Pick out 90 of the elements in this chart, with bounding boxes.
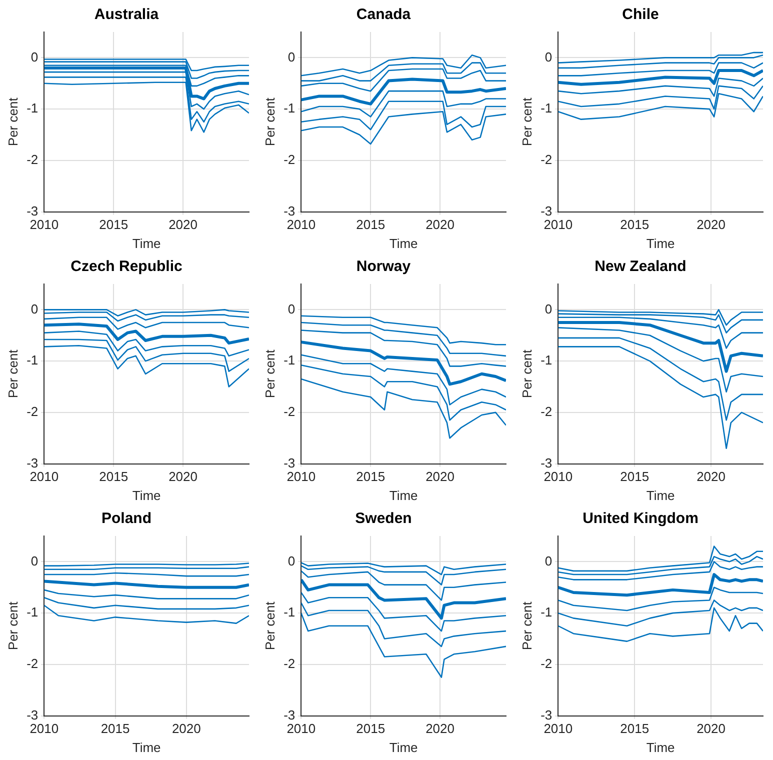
x-tick-label: 2010	[30, 217, 59, 232]
y-tick-label: 0	[30, 49, 38, 64]
y-tick-label: -1	[540, 352, 552, 368]
x-tick-label: 2010	[544, 469, 573, 484]
y-tick-label: 0	[288, 49, 296, 64]
x-tick-label: 2020	[426, 469, 454, 484]
chart-title: New Zealand	[594, 258, 686, 276]
y-tick-label: -2	[26, 404, 38, 420]
x-tick-label: 2015	[99, 469, 128, 484]
chart-title: Sweden	[355, 510, 412, 528]
y-axis-title: Per cent	[519, 349, 534, 398]
y-tick-label: 0	[30, 553, 38, 568]
y-tick-label: -1	[540, 100, 552, 116]
y-tick-label: -1	[26, 604, 38, 620]
y-tick-label: -3	[26, 455, 38, 470]
x-tick-label: 2020	[426, 721, 454, 736]
y-axis-title: Per cent	[262, 601, 278, 650]
y-tick-label: 0	[544, 49, 552, 64]
y-tick-label: -2	[284, 152, 296, 168]
chart-title: Czech Republic	[70, 258, 182, 276]
chart-title: Norway	[356, 258, 412, 276]
y-tick-label: -2	[540, 404, 552, 420]
x-tick-label: 2015	[620, 469, 650, 484]
y-axis-title: Per cent	[5, 601, 20, 650]
x-tick-label: 2010	[286, 217, 316, 232]
y-axis-title: Per cent	[262, 97, 278, 146]
x-tick-label: 2010	[544, 721, 573, 736]
x-axis-title: Time	[132, 740, 161, 755]
x-tick-label: 2010	[286, 469, 316, 484]
x-tick-label: 2020	[168, 469, 198, 484]
x-axis-title: Time	[132, 488, 161, 503]
y-tick-label: -3	[540, 707, 552, 722]
x-axis-title: Time	[646, 236, 675, 251]
chart-title: Canada	[356, 6, 412, 24]
y-tick-label: -2	[26, 152, 38, 168]
x-axis-title: Time	[389, 236, 418, 251]
x-tick-label: 2010	[286, 721, 316, 736]
x-tick-label: 2015	[356, 469, 386, 484]
y-tick-label: -1	[26, 352, 38, 368]
y-tick-label: -1	[284, 604, 296, 620]
x-tick-label: 2015	[620, 217, 650, 232]
y-tick-label: -2	[284, 656, 296, 672]
x-tick-label: 2010	[544, 217, 573, 232]
chart-title: Chile	[622, 6, 659, 24]
x-tick-label: 2015	[620, 721, 650, 736]
y-tick-label: -3	[284, 203, 296, 218]
y-tick-label: -3	[284, 707, 296, 722]
y-axis-title: Per cent	[262, 349, 278, 398]
y-tick-label: -1	[284, 100, 296, 116]
x-tick-label: 2020	[168, 217, 198, 232]
y-tick-label: -3	[540, 203, 552, 218]
x-tick-label: 2015	[100, 721, 130, 736]
y-tick-label: 0	[544, 301, 552, 316]
x-tick-label: 2015	[99, 217, 128, 232]
y-tick-label: -3	[540, 455, 552, 470]
y-tick-label: -3	[26, 203, 38, 218]
chart-title: Poland	[101, 510, 152, 528]
y-tick-label: -1	[26, 100, 38, 116]
y-tick-label: -1	[284, 352, 296, 368]
x-tick-label: 2020	[696, 217, 726, 232]
y-tick-label: -3	[26, 707, 38, 722]
x-tick-label: 2015	[356, 721, 386, 736]
x-axis-title: Time	[646, 488, 675, 503]
y-axis-title: Per cent	[5, 97, 20, 146]
y-tick-label: -2	[540, 152, 552, 168]
x-tick-label: 2010	[30, 469, 59, 484]
y-tick-label: 0	[30, 301, 38, 316]
y-tick-label: -2	[540, 656, 552, 672]
chart-title: Australia	[94, 6, 160, 24]
y-tick-label: 0	[288, 301, 296, 316]
x-tick-label: 2020	[172, 721, 201, 736]
x-axis-title: Time	[646, 740, 675, 755]
y-tick-label: -2	[26, 656, 38, 672]
x-axis-title: Time	[389, 740, 418, 755]
y-axis-title: Per cent	[519, 601, 534, 650]
x-tick-label: 2020	[696, 469, 726, 484]
y-axis-title: Per cent	[5, 349, 20, 398]
y-tick-label: 0	[544, 553, 552, 568]
x-axis-title: Time	[132, 236, 161, 251]
x-tick-label: 2015	[356, 217, 386, 232]
x-tick-label: 2020	[426, 217, 454, 232]
y-tick-label: -1	[540, 604, 552, 620]
x-tick-label: 2010	[30, 721, 59, 736]
chart-title: United Kingdom	[582, 510, 698, 528]
y-tick-label: -2	[284, 404, 296, 420]
y-tick-label: -3	[284, 455, 296, 470]
x-axis-title: Time	[389, 488, 418, 503]
y-tick-label: 0	[288, 553, 296, 568]
x-tick-label: 2020	[696, 721, 726, 736]
y-axis-title: Per cent	[519, 97, 534, 146]
